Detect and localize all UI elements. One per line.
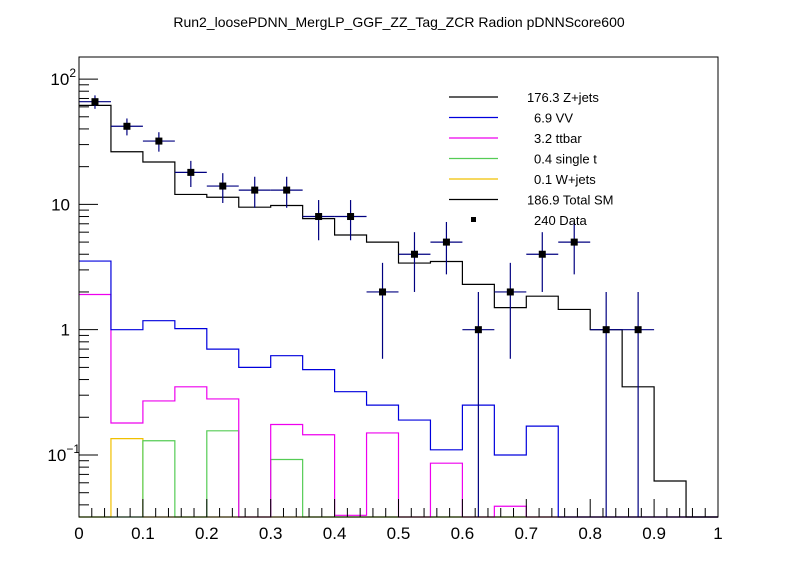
y-tick-label: 10−1 — [47, 442, 80, 465]
x-tick-label: 0.3 — [259, 524, 283, 543]
x-tick-label: 1 — [713, 524, 722, 543]
data-points — [79, 95, 655, 517]
data-point — [366, 262, 399, 359]
data-point — [206, 173, 239, 203]
data-marker — [347, 213, 355, 221]
y-tick-label: 1 — [61, 321, 70, 340]
data-point — [590, 291, 623, 517]
data-marker — [410, 250, 418, 258]
data-point — [526, 232, 559, 292]
data-point — [270, 176, 303, 208]
data-point — [174, 160, 207, 188]
legend-label: 176.3 Z+jets — [527, 90, 599, 105]
x-axis: 0 0.1 0.2 0.3 0.4 0.5 0.6 0.7 0.8 0.9 1 — [74, 499, 723, 543]
data-marker — [570, 238, 578, 246]
y-tick-label: 10 — [51, 195, 70, 214]
data-point — [238, 176, 271, 208]
data-marker — [506, 288, 514, 296]
data-marker — [91, 98, 99, 106]
x-tick-label: 0.1 — [131, 524, 155, 543]
data-marker — [634, 326, 642, 334]
legend-label: 240 Data — [534, 213, 588, 228]
data-point — [142, 132, 175, 152]
data-marker — [123, 122, 131, 130]
legend-entry: 0.4 single t — [449, 152, 597, 167]
legend: 176.3 Z+jets 6.9 VV 3.2 ttbar 0.4 single t 0… — [449, 90, 613, 228]
data-point — [334, 200, 367, 241]
data-marker — [315, 213, 323, 221]
legend-label: 0.4 single t — [534, 152, 597, 167]
legend-entry: 186.9 Total SM — [449, 193, 613, 208]
data-marker — [602, 326, 610, 334]
legend-label: 3.2 ttbar — [534, 131, 582, 146]
y-axis: 10−1 1 10 102 — [47, 66, 98, 506]
data-point — [398, 232, 431, 292]
legend-entry: 240 Data — [471, 213, 588, 228]
x-tick-label: 0.9 — [642, 524, 666, 543]
legend-entry: 6.9 VV — [449, 111, 573, 126]
data-point — [622, 291, 655, 517]
data-marker — [474, 326, 482, 334]
x-tick-label: 0.8 — [578, 524, 602, 543]
hist-vv — [79, 260, 718, 518]
y-tick-label: 102 — [50, 66, 76, 89]
data-marker — [379, 288, 387, 296]
legend-label: 6.9 VV — [534, 111, 573, 126]
legend-entry: 3.2 ttbar — [449, 131, 582, 146]
x-tick-label: 0 — [74, 524, 83, 543]
data-point — [79, 95, 111, 109]
data-point — [558, 221, 591, 275]
data-point — [462, 291, 495, 517]
x-tick-label: 0.4 — [323, 524, 347, 543]
data-point — [430, 221, 463, 275]
data-marker — [251, 186, 259, 194]
chart-title: Run2_loosePDNN_MergLP_GGF_ZZ_Tag_ZCR Rad… — [173, 14, 625, 30]
legend-marker — [471, 217, 476, 222]
legend-entry: 0.1 W+jets — [449, 172, 596, 187]
data-point — [110, 118, 143, 136]
data-point — [302, 200, 335, 241]
x-tick-label: 0.2 — [195, 524, 219, 543]
x-tick-label: 0.6 — [451, 524, 475, 543]
data-marker — [155, 137, 163, 145]
legend-label: 186.9 Total SM — [527, 193, 613, 208]
data-marker — [219, 182, 227, 190]
data-point — [494, 262, 527, 359]
data-marker — [538, 250, 546, 258]
legend-entry: 176.3 Z+jets — [449, 90, 599, 105]
data-marker — [187, 168, 195, 176]
x-tick-label: 0.5 — [387, 524, 411, 543]
x-tick-label: 0.7 — [514, 524, 538, 543]
data-marker — [442, 238, 450, 246]
legend-label: 0.1 W+jets — [534, 172, 596, 187]
data-marker — [283, 186, 291, 194]
